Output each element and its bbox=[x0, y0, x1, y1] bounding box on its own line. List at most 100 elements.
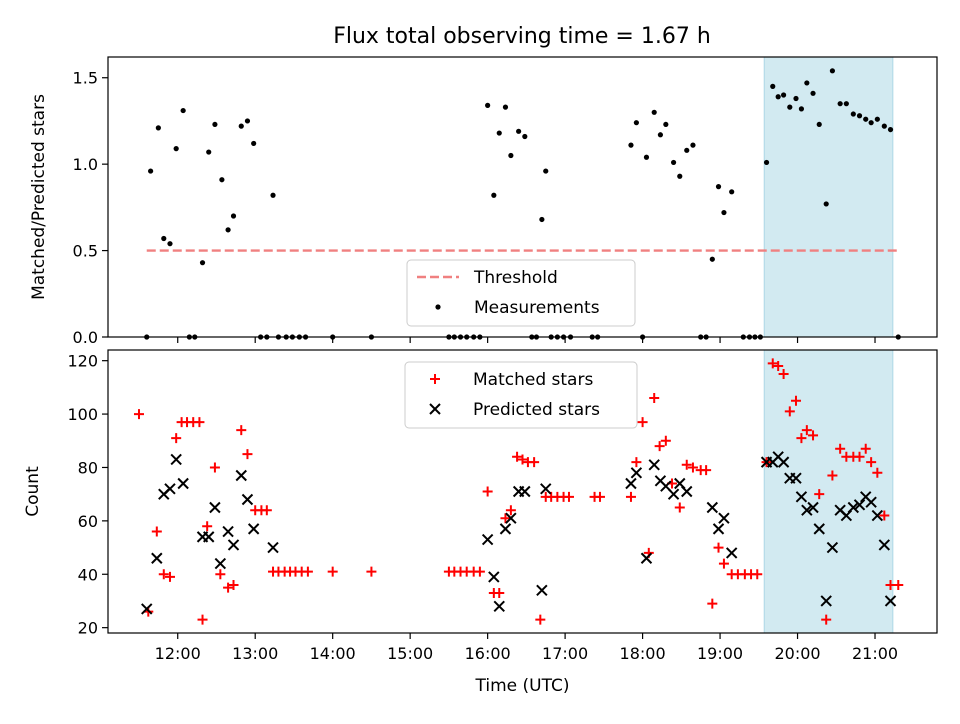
measurement-point bbox=[874, 116, 880, 122]
measurement-point bbox=[816, 121, 822, 128]
predicted-star-point bbox=[807, 501, 819, 514]
predicted-star-point bbox=[481, 533, 494, 546]
predicted-star-point bbox=[801, 504, 813, 516]
legend-matched-swatch bbox=[430, 374, 440, 384]
predicted-star-point bbox=[247, 523, 260, 535]
measurement-point bbox=[496, 130, 502, 136]
measurement-point bbox=[238, 123, 244, 129]
predicted-star-point bbox=[625, 477, 637, 490]
predicted-star-point bbox=[499, 523, 512, 535]
measurement-point bbox=[155, 125, 161, 131]
matched-star-point bbox=[872, 467, 883, 478]
measurement-point bbox=[225, 227, 231, 233]
y-tick-label: 80 bbox=[78, 458, 98, 477]
measurement-point bbox=[677, 173, 683, 179]
measurement-point bbox=[516, 128, 522, 134]
matched-star-point bbox=[505, 505, 516, 516]
x-tick-label: 20:00 bbox=[774, 644, 820, 663]
matched-star-point bbox=[866, 457, 877, 468]
x-tick-label: 16:00 bbox=[465, 644, 511, 663]
matched-star-point bbox=[529, 457, 540, 468]
measurement-point bbox=[539, 216, 545, 223]
bottom-axes-frame bbox=[107, 349, 938, 634]
x-tick-label: 13:00 bbox=[232, 644, 278, 663]
predicted-star-point bbox=[795, 491, 808, 503]
matched-star-point bbox=[827, 470, 838, 481]
measurement-point bbox=[230, 213, 237, 219]
predicted-star-point bbox=[865, 496, 877, 508]
predicted-star-point bbox=[151, 552, 163, 564]
predicted-star-point bbox=[712, 523, 725, 535]
legend-predicted-swatch bbox=[429, 403, 441, 415]
measurement-point bbox=[199, 260, 206, 266]
measurement-point bbox=[663, 121, 669, 128]
measurement-point bbox=[787, 104, 793, 110]
measurement-point bbox=[522, 133, 528, 140]
predicted-star-point bbox=[493, 600, 505, 613]
measurement-point bbox=[868, 120, 874, 126]
predicted-star-point bbox=[681, 485, 693, 498]
predicted-star-point bbox=[725, 547, 738, 559]
bottom-plot-marks bbox=[133, 358, 904, 625]
bottom-panel: 20 40 60 80 100 120 12:00 13:00 14:00 15:00 16:00… bbox=[23, 349, 938, 696]
predicted-star-point bbox=[878, 539, 891, 551]
measurement-point bbox=[543, 168, 549, 174]
y-tick-label: 0.0 bbox=[73, 328, 98, 347]
matched-star-point bbox=[215, 569, 226, 580]
matched-star-point bbox=[535, 614, 546, 625]
y-tick-label: 120 bbox=[67, 352, 98, 371]
measurement-point bbox=[837, 101, 843, 107]
measurement-point bbox=[721, 209, 727, 216]
matched-star-point bbox=[801, 425, 812, 436]
predicted-star-point bbox=[884, 595, 897, 607]
predicted-star-point bbox=[267, 541, 279, 554]
chart-title: Flux total observing time = 1.67 h bbox=[333, 24, 711, 49]
matched-star-point bbox=[654, 441, 665, 452]
predicted-star-point bbox=[164, 483, 176, 495]
matched-star-point bbox=[202, 521, 213, 532]
predicted-star-point bbox=[847, 501, 860, 514]
x-tick-label: 21:00 bbox=[852, 644, 898, 663]
top-y-axis-label: Matched/Predicted stars bbox=[29, 94, 49, 300]
predicted-star-point bbox=[826, 541, 839, 554]
bottom-y-axis: 20 40 60 80 100 120 bbox=[67, 352, 108, 638]
predicted-star-point bbox=[790, 472, 802, 484]
y-tick-label: 60 bbox=[78, 512, 98, 531]
legend-box bbox=[404, 361, 638, 429]
matched-star-point bbox=[482, 486, 493, 497]
x-tick-label: 15:00 bbox=[387, 644, 433, 663]
legend-threshold-label: Threshold bbox=[473, 268, 558, 288]
bottom-x-axis: 12:00 13:00 14:00 15:00 16:00 17:00 18:00 19:00… bbox=[155, 633, 898, 663]
measurement-point bbox=[244, 118, 251, 124]
bottom-y-axis-label: Count bbox=[23, 466, 43, 517]
y-tick-label: 1.5 bbox=[73, 69, 98, 88]
predicted-star-point bbox=[170, 453, 182, 466]
measurement-point bbox=[798, 106, 805, 112]
matched-star-point bbox=[194, 417, 205, 428]
matched-star-point bbox=[860, 443, 871, 454]
y-tick-label: 0.5 bbox=[73, 242, 98, 261]
predicted-star-point bbox=[630, 467, 643, 479]
matched-star-point bbox=[261, 505, 272, 516]
matched-star-point bbox=[236, 425, 247, 436]
measurement-point bbox=[485, 102, 491, 108]
matched-star-point bbox=[594, 491, 605, 502]
predicted-star-point bbox=[648, 459, 660, 471]
measurement-point bbox=[881, 123, 887, 129]
matched-star-point bbox=[701, 465, 712, 476]
matched-star-point bbox=[164, 571, 175, 582]
matched-star-point bbox=[366, 566, 377, 577]
matched-star-point bbox=[494, 587, 505, 598]
matched-star-point bbox=[821, 614, 832, 625]
matched-star-point bbox=[171, 433, 182, 444]
matched-star-point bbox=[563, 491, 574, 502]
measurement-point bbox=[763, 159, 770, 166]
matched-star-point bbox=[133, 409, 144, 420]
matched-star-point bbox=[242, 449, 253, 460]
matched-star-point bbox=[660, 435, 671, 446]
predicted-star-point bbox=[718, 512, 730, 524]
highlight-span-top bbox=[763, 56, 894, 338]
matched-star-point bbox=[796, 433, 807, 444]
predicted-star-point bbox=[141, 603, 153, 615]
measurement-point bbox=[829, 68, 836, 74]
